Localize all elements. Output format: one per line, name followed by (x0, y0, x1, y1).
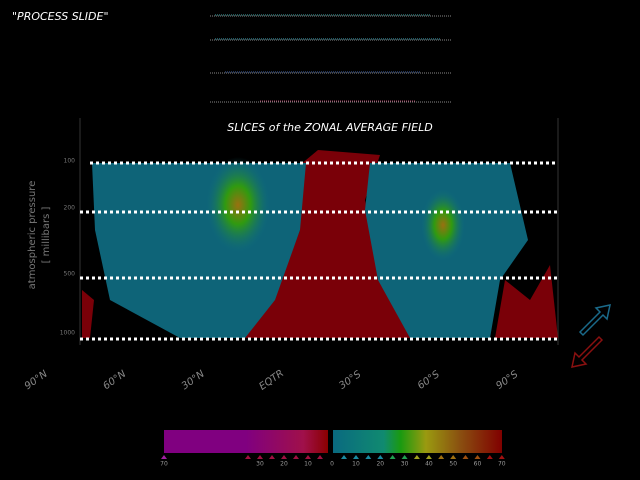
colorbar-label: 50 (449, 461, 457, 468)
nav-arrows (571, 304, 611, 368)
latitude-label: 30°N (180, 368, 207, 392)
pressure-label: 200 (64, 205, 76, 212)
colorbar-label: 20 (376, 461, 384, 468)
colorbar-marker (269, 455, 275, 459)
colorbar-marker (161, 455, 167, 459)
pressure-label: 500 (64, 271, 76, 278)
colorbar-marker (389, 455, 396, 459)
latitude-label: 30°S (337, 369, 364, 392)
pressure-label: 100 (64, 158, 76, 165)
thumbnail-lines (210, 14, 452, 103)
slide-title: "PROCESS SLIDE" (12, 10, 109, 23)
latitude-label: 60°S (416, 369, 443, 392)
colorbar-marker (413, 455, 420, 459)
colorbar-marker (438, 455, 445, 459)
colorbar-marker (498, 455, 505, 459)
figure-title: SLICES of the ZONAL AVERAGE FIELD (227, 121, 432, 134)
colorbar-label: 40 (425, 461, 433, 468)
colorbar-marker (377, 455, 384, 459)
latitude-label: 60°N (101, 368, 128, 392)
pressure-label: 1000 (60, 330, 75, 337)
colorbar-label: 70 (160, 461, 168, 468)
colorbar-positive (333, 430, 502, 453)
colorbar-marker (257, 455, 263, 459)
y-axis-label: atmospheric pressure (27, 181, 38, 290)
colorbar-marker (305, 455, 311, 459)
colorbar-marker (462, 455, 469, 459)
colorbar-marker (401, 455, 408, 459)
latitude-label: 90°S (494, 369, 521, 392)
colorbar-marker (450, 455, 457, 459)
colorbar-marker (317, 455, 323, 459)
colorbar-marker (353, 455, 359, 459)
latitude-label: 90°N (23, 368, 50, 392)
field (79, 118, 559, 345)
colorbar-marker (425, 455, 432, 459)
colorbar-marker (486, 455, 493, 459)
colorbar-label: 20 (280, 461, 288, 468)
colorbar-marker (281, 455, 287, 459)
colorbar-marker (245, 455, 251, 459)
colorbar-marker (341, 455, 347, 459)
colorbar-label: 60 (474, 461, 482, 468)
colorbar-label: 10 (352, 461, 360, 468)
colorbar-marker (474, 455, 481, 459)
colorbar-marker (293, 455, 299, 459)
colorbar-label: 30 (401, 461, 409, 468)
latitude-label: EQTR (257, 368, 286, 393)
colorbar-label: 10 (304, 461, 312, 468)
colorbar-negative (164, 430, 328, 453)
colorbar-label: 30 (256, 461, 264, 468)
colorbar-marker (365, 455, 372, 459)
colorbar-label: 70 (498, 461, 506, 468)
colorbar-label: 0 (330, 461, 334, 468)
y-axis-unit: [ millibars ] (41, 206, 52, 263)
